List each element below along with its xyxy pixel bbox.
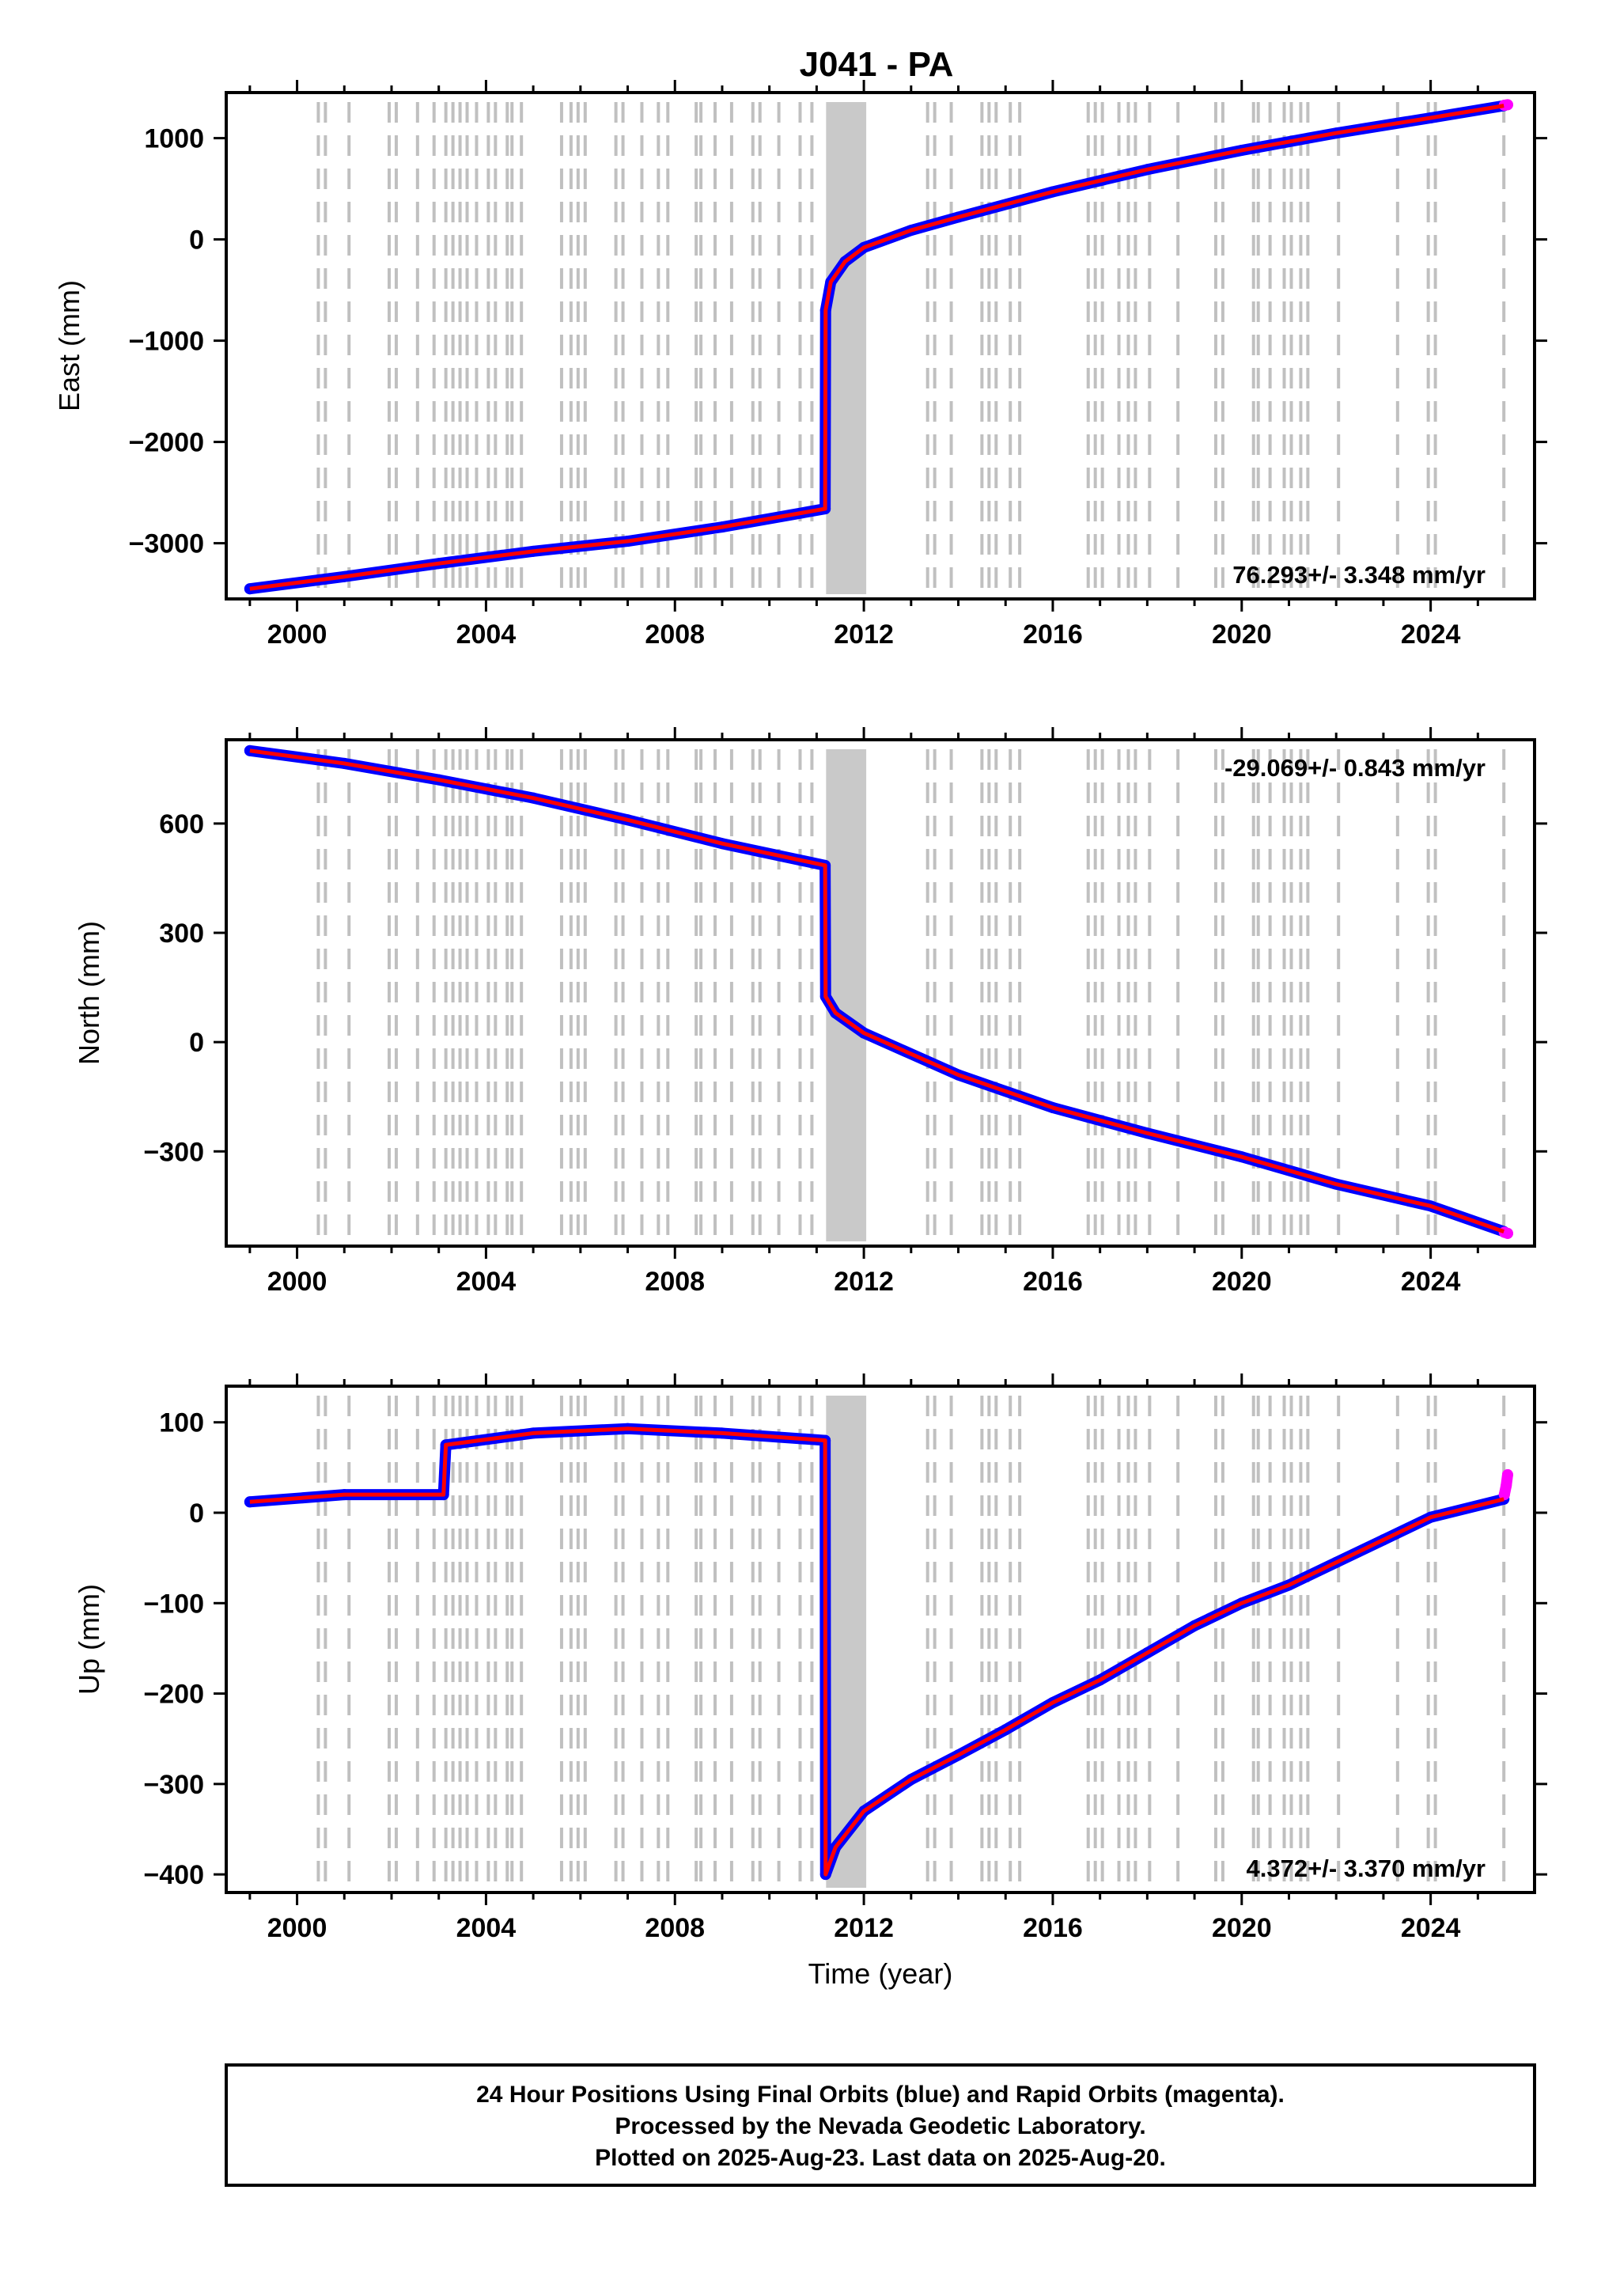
footer-line-2: Processed by the Nevada Geodetic Laborat… [615, 2113, 1145, 2139]
x-tick-label: 2008 [645, 619, 705, 650]
x-tick-label: 2024 [1401, 1267, 1461, 1297]
y-tick-label: 100 [159, 1408, 204, 1438]
y-axis-label: North (mm) [73, 921, 105, 1065]
x-tick-label: 2016 [1023, 1267, 1083, 1297]
y-tick-label: 300 [159, 919, 204, 949]
x-tick-label: 2000 [267, 1913, 327, 1943]
x-tick-label: 2012 [834, 1913, 894, 1943]
plot-frame [225, 91, 1536, 601]
series-0-trace [244, 100, 1510, 595]
y-axis-label: Up (mm) [73, 1584, 105, 1695]
y-tick-label: −2000 [129, 428, 205, 458]
y-tick-label: 0 [189, 1028, 204, 1058]
y-axis-label: East (mm) [53, 280, 85, 411]
east-panel: 2000 2004 2008 2012 2016 2020 2024 −3000 −2000 −1… [53, 80, 1547, 650]
data-point [1501, 1469, 1513, 1480]
y-tick-label: −200 [143, 1680, 204, 1710]
x-tick-label: 2012 [834, 619, 894, 650]
event-lines [316, 749, 1506, 1241]
data-point [1501, 1480, 1512, 1491]
y-tick-label: −300 [143, 1137, 204, 1167]
y-tick-label: −100 [143, 1589, 204, 1619]
footer-line-1: 24 Hour Positions Using Final Orbits (bl… [476, 2082, 1285, 2108]
data-point [1498, 1489, 1510, 1501]
event-lines [316, 1396, 1506, 1888]
x-tick-label: 2016 [1023, 619, 1083, 650]
x-tick-label: 2020 [1212, 1267, 1272, 1297]
x-tick-label: 2000 [267, 1267, 327, 1297]
event-lines [316, 102, 1506, 594]
data-point [1501, 1227, 1513, 1239]
velocity-rate-label: -29.069+/- 0.843 mm/yr [1224, 754, 1486, 782]
x-tick-label: 2004 [456, 1267, 517, 1297]
y-tick-label: −300 [143, 1770, 204, 1800]
footer-line-3: Plotted on 2025-Aug-23. Last data on 202… [595, 2145, 1166, 2171]
velocity-rate-label: 76.293+/- 3.348 mm/yr [1232, 561, 1486, 589]
y-tick-label: 1000 [144, 124, 204, 154]
x-tick-label: 2008 [645, 1267, 705, 1297]
velocity-rate-label: 4.372+/- 3.370 mm/yr [1247, 1855, 1486, 1882]
data-point [1501, 99, 1513, 111]
y-tick-label: −3000 [129, 529, 205, 559]
x-tick-label: 2008 [645, 1913, 705, 1943]
page-title: J041 - PA [800, 45, 954, 84]
x-tick-label: 2000 [267, 619, 327, 650]
y-tick-label: −1000 [129, 327, 205, 357]
x-tick-label: 2024 [1401, 619, 1461, 650]
model-fit-line [249, 104, 1504, 591]
series-0-trace [244, 744, 1510, 1237]
x-tick-label: 2020 [1212, 1913, 1272, 1943]
x-axis-label: Time (year) [808, 1957, 953, 1990]
y-tick-label: 0 [189, 225, 204, 256]
x-tick-label: 2020 [1212, 619, 1272, 650]
y-tick-label: 0 [189, 1498, 204, 1529]
x-tick-label: 2004 [456, 619, 517, 650]
event-band [826, 1396, 867, 1888]
y-tick-label: 600 [159, 809, 204, 839]
plot-frame [225, 1385, 1536, 1894]
up-panel: 2000 2004 2008 2012 2016 2020 2024 −400 −300 −200… [73, 1373, 1547, 1990]
x-tick-label: 2024 [1401, 1913, 1461, 1943]
north-panel: 2000 2004 2008 2012 2016 2020 2024 −300 0 300 600 N… [73, 727, 1547, 1297]
footer-box: 24 Hour Positions Using Final Orbits (bl… [225, 2063, 1536, 2187]
x-tick-label: 2012 [834, 1267, 894, 1297]
event-band [826, 749, 867, 1241]
event-band [826, 102, 867, 594]
x-tick-label: 2004 [456, 1913, 517, 1943]
x-tick-label: 2016 [1023, 1913, 1083, 1943]
y-tick-label: −400 [143, 1860, 204, 1890]
plot-frame [225, 738, 1536, 1248]
model-fit-line [249, 748, 1505, 1233]
model-fit-line [249, 1426, 1504, 1877]
